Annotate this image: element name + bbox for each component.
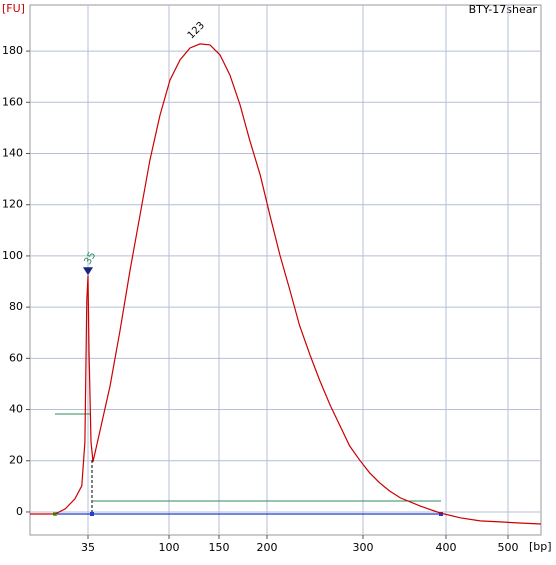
x-tick-label: 300 xyxy=(353,541,374,554)
x-tick-label: 150 xyxy=(209,541,230,554)
y-tick-label: 40 xyxy=(9,403,23,416)
region-start-marker xyxy=(90,512,94,516)
y-tick-label: 20 xyxy=(9,454,23,467)
y-tick-label: 180 xyxy=(2,44,23,57)
y-tick-label: 80 xyxy=(9,300,23,313)
y-tick-label: 0 xyxy=(16,505,23,518)
y-tick-label: 160 xyxy=(2,95,23,108)
region-end-marker xyxy=(439,512,443,516)
x-tick-label: 35 xyxy=(81,541,95,554)
x-tick-label: 500 xyxy=(498,541,519,554)
plot-area xyxy=(29,4,542,536)
y-tick-label: 100 xyxy=(2,249,23,262)
y-tick-label: 140 xyxy=(2,147,23,160)
peak-marker xyxy=(83,267,93,276)
grid xyxy=(30,5,541,535)
x-tick-label: 400 xyxy=(436,541,457,554)
x-tick-label: 100 xyxy=(159,541,180,554)
x-axis-label: [bp] xyxy=(529,540,552,553)
y-tick-label: 60 xyxy=(9,351,23,364)
x-tick-label: 200 xyxy=(257,541,278,554)
trace xyxy=(30,43,542,525)
sample-name: BTY-17shear xyxy=(469,3,538,16)
y-axis-label: [FU] xyxy=(2,2,25,15)
y-tick-label: 120 xyxy=(2,198,23,211)
